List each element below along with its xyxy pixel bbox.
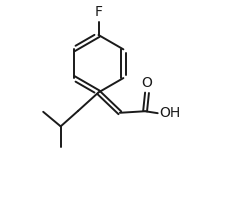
Text: OH: OH [158,106,179,120]
Text: F: F [94,5,102,19]
Text: O: O [141,76,152,90]
